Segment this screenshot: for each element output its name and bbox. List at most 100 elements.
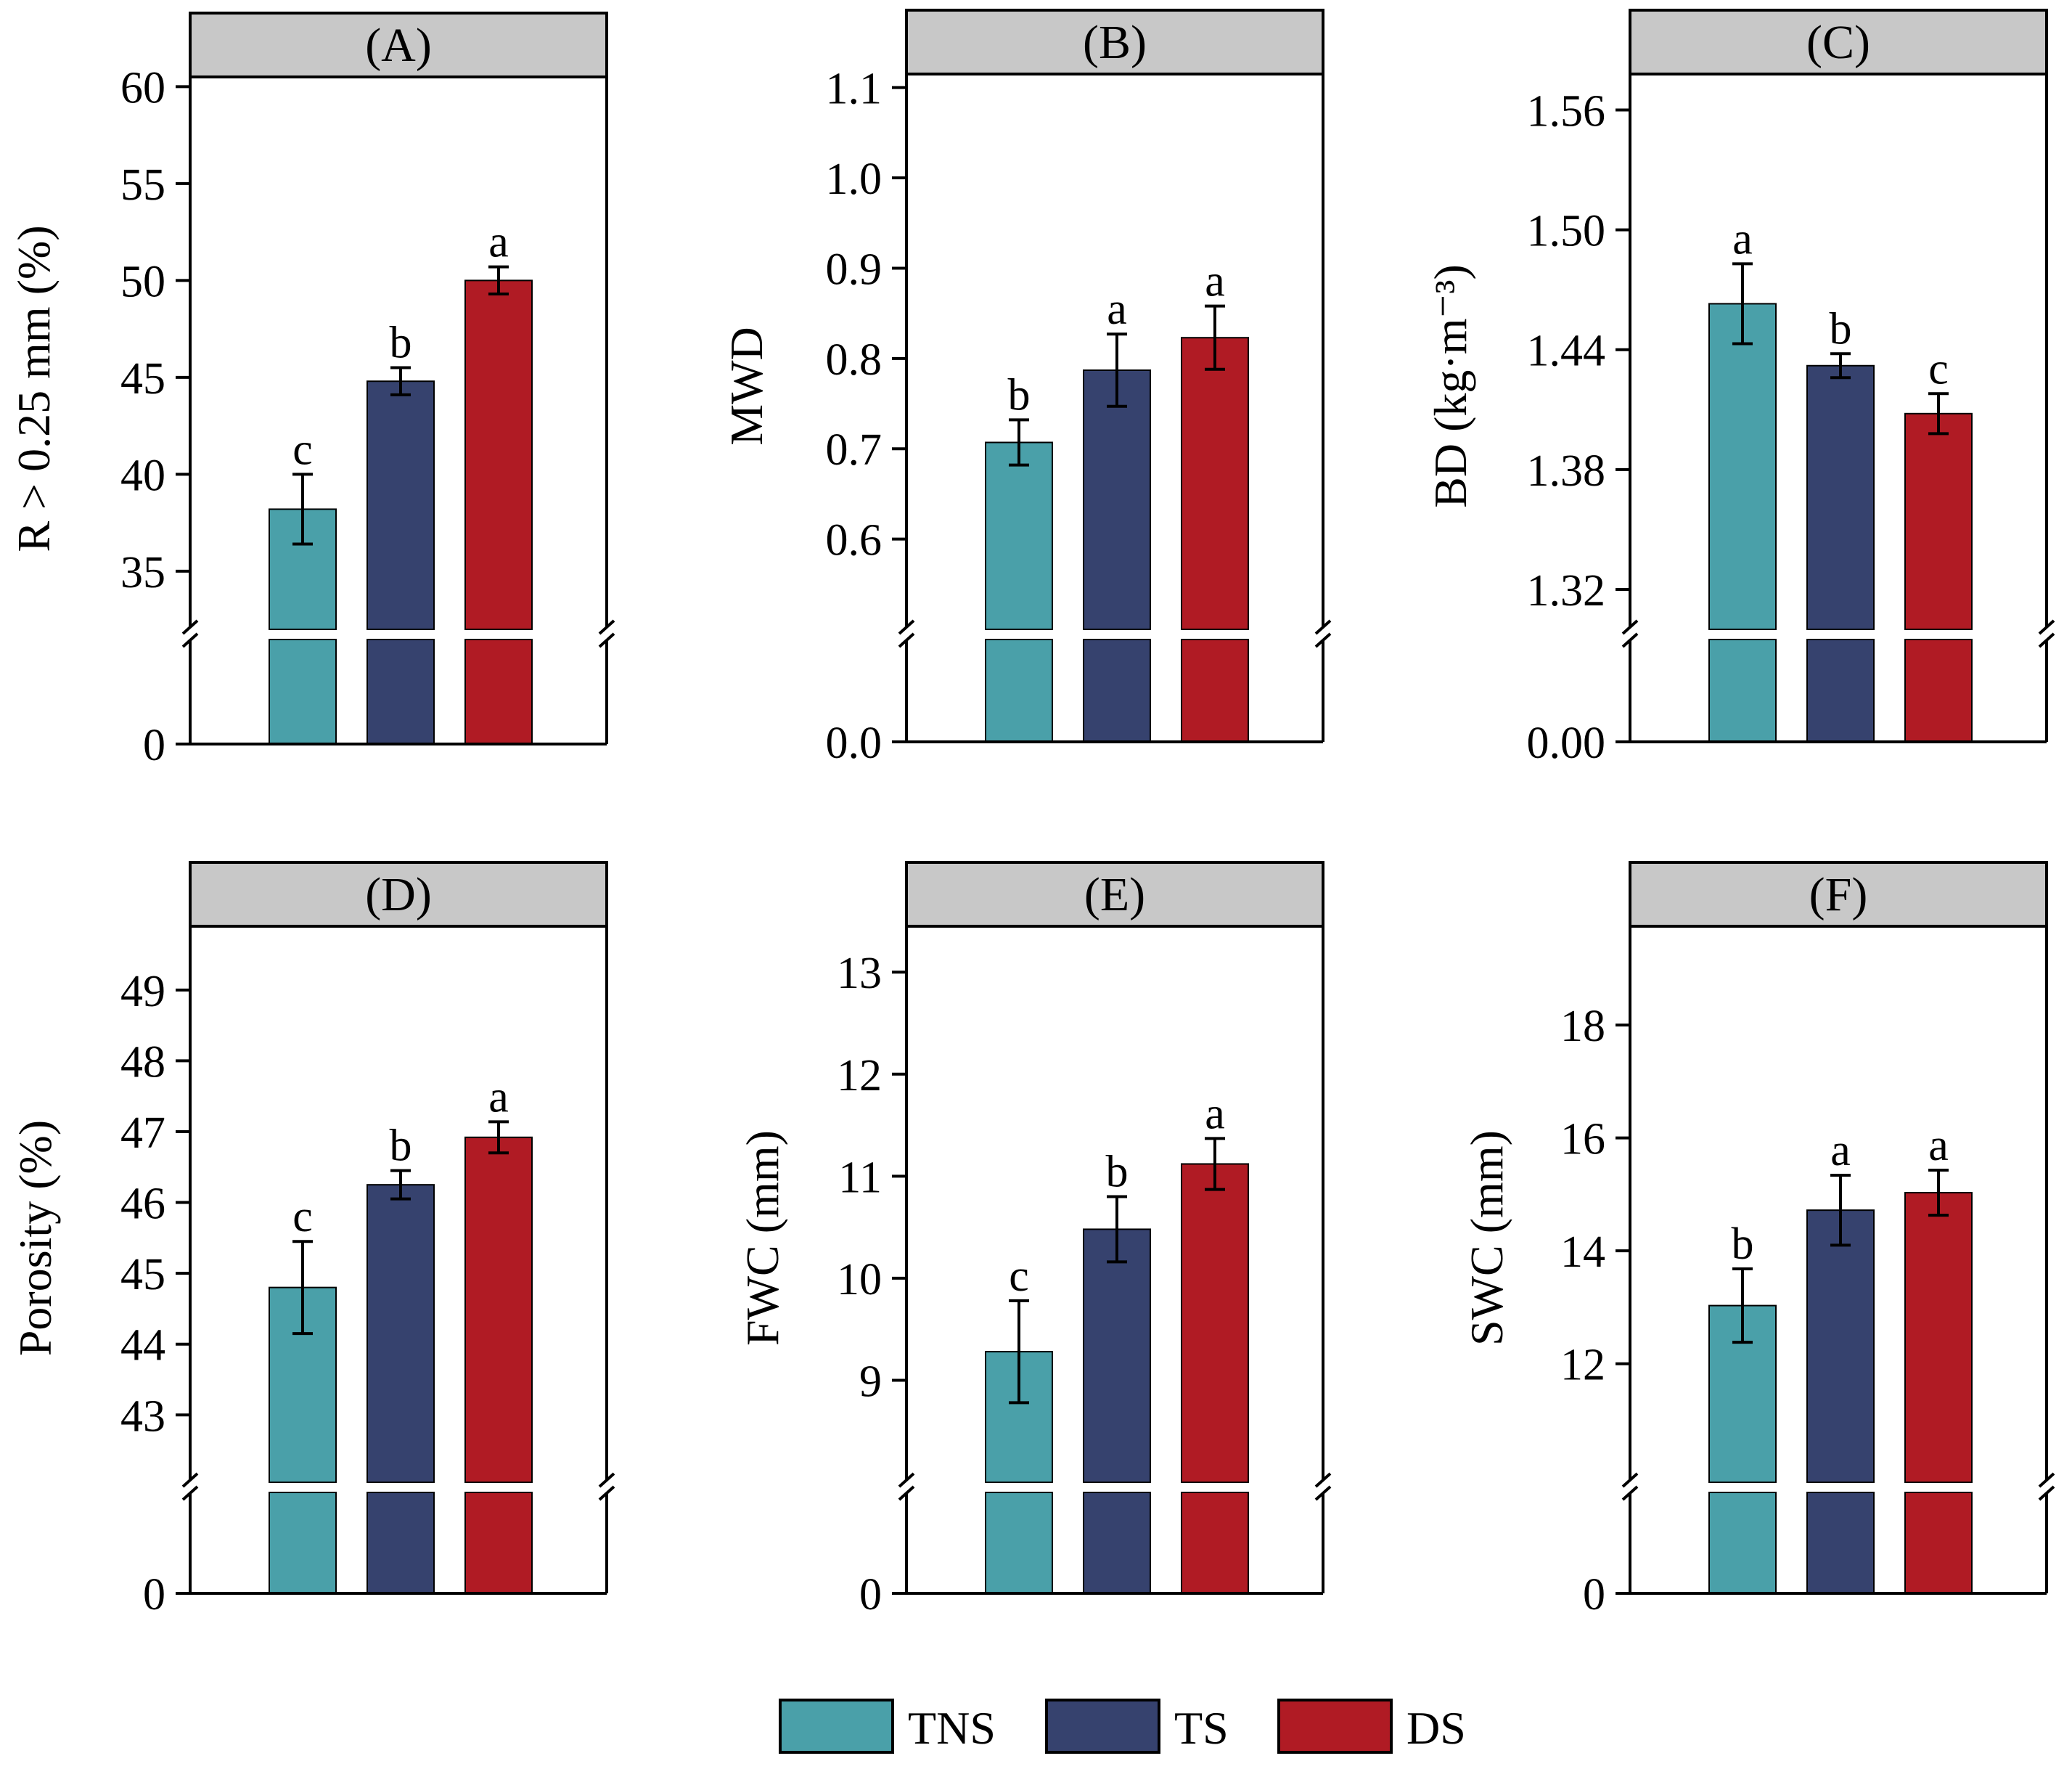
significance-letter: a xyxy=(488,218,509,267)
y-tick-label: 10 xyxy=(837,1255,882,1304)
y-tick-label: 9 xyxy=(859,1357,882,1406)
legend: TNS TS DS xyxy=(779,1699,1466,1754)
significance-letter: a xyxy=(1830,1126,1851,1175)
panel-strip xyxy=(905,861,1324,928)
error-bar-ts xyxy=(1107,332,1127,408)
bar-upper-ds xyxy=(1181,337,1249,630)
error-bar-tns xyxy=(292,1240,313,1336)
bar-break-gap xyxy=(1082,1483,1152,1492)
y-tick-label-zero: 0.0 xyxy=(826,719,883,768)
significance-letter: a xyxy=(1928,1121,1949,1170)
error-bar-tns xyxy=(1009,1299,1029,1405)
panel-strip xyxy=(1629,9,2048,75)
panel-f: b a a (F) 12 14 16 18 0 SWC (mm) xyxy=(1461,861,2055,1619)
axis-break-mark xyxy=(898,619,915,648)
y-tick-label: 1.44 xyxy=(1527,327,1606,376)
y-tick-label-zero: 0 xyxy=(859,1570,882,1619)
bar-upper-ts xyxy=(1083,369,1151,630)
significance-letter: a xyxy=(1205,1089,1225,1138)
y-tick-label: 0.6 xyxy=(826,516,883,565)
panel-b: b a a (B) 0.6 0.7 0.8 0.9 1.0 1.1 0.0 MWD xyxy=(721,9,1332,768)
y-tick-label: 0.7 xyxy=(826,425,883,475)
significance-letter: a xyxy=(1732,214,1753,263)
panels: c b a (A) 35 40 45 50 55 60 0 R > 0.25 mm (%) b a a (B)… xyxy=(8,9,2055,1619)
panel-d: c b a (D) 43 44 45 46 47 48 49 0 Porosity (%) xyxy=(9,861,615,1619)
bar-upper-ts xyxy=(367,1184,435,1484)
bar-lower-tns xyxy=(1708,639,1777,743)
significance-letter: a xyxy=(488,1072,509,1122)
panel-c: a b c (C) 1.32 1.38 1.44 1.50 1.56 0.00 BD (kg·m⁻³… xyxy=(1425,9,2055,768)
y-tick-label-zero: 0 xyxy=(143,721,165,770)
bar-lower-tns xyxy=(269,639,337,745)
bar-upper-tns xyxy=(985,441,1053,630)
bar-break-gap xyxy=(1082,630,1152,639)
bar-lower-ds xyxy=(1904,1492,1973,1594)
bar-lower-ds xyxy=(464,639,533,745)
significance-letter: c xyxy=(1928,344,1949,393)
legend-swatch xyxy=(1277,1699,1393,1754)
bar-break-gap xyxy=(366,630,435,639)
y-axis-title: R > 0.25 mm (%) xyxy=(8,225,60,552)
bar-break-gap xyxy=(268,1483,337,1492)
y-tick-label: 1.1 xyxy=(826,65,883,114)
bar-break-gap xyxy=(1180,630,1250,639)
axis-break-mark xyxy=(181,619,199,648)
y-tick-label: 44 xyxy=(120,1321,165,1370)
error-bar-ds xyxy=(1928,1168,1949,1217)
error-bar-ts xyxy=(1830,1173,1851,1247)
panel-strip xyxy=(1629,861,2048,928)
panel-label: (F) xyxy=(1809,868,1868,921)
y-axis-title: Porosity (%) xyxy=(9,1120,61,1356)
significance-letter: b xyxy=(1830,304,1852,354)
axis-break-mark xyxy=(2038,619,2055,648)
bar-upper-ds xyxy=(1181,1163,1249,1483)
significance-letter: a xyxy=(1205,257,1225,306)
y-axis-title: SWC (mm) xyxy=(1461,1130,1512,1346)
bar-break-gap xyxy=(366,1483,435,1492)
error-bar-tns xyxy=(1009,418,1029,467)
error-bar-ts xyxy=(1107,1195,1127,1264)
legend-label: TS xyxy=(1174,1702,1229,1754)
bar-break-gap xyxy=(984,1483,1054,1492)
legend-label: TNS xyxy=(908,1702,996,1754)
y-axis-title: FWC (mm) xyxy=(737,1130,788,1346)
significance-letter: c xyxy=(292,1192,313,1241)
y-axis-title: BD (kg·m⁻³) xyxy=(1425,264,1476,508)
bar-break-gap xyxy=(1904,1483,1973,1492)
error-bar-tns xyxy=(292,473,313,546)
legend-swatch xyxy=(779,1699,894,1754)
y-tick-label-zero: 0 xyxy=(143,1570,165,1619)
significance-letter: b xyxy=(390,1122,412,1171)
bar-upper-ds xyxy=(464,279,533,630)
error-bar-ds xyxy=(488,1120,509,1155)
bar-upper-ds xyxy=(1904,412,1973,630)
legend-swatch xyxy=(1045,1699,1160,1754)
significance-letter: b xyxy=(1106,1147,1129,1196)
panel-label: (C) xyxy=(1806,16,1870,69)
bar-break-gap xyxy=(1180,1483,1250,1492)
panel-strip xyxy=(189,861,608,928)
bar-break-gap xyxy=(984,630,1054,639)
bar-upper-ts xyxy=(1806,364,1875,630)
bar-lower-tns xyxy=(985,639,1053,743)
y-tick-label: 0.8 xyxy=(826,335,883,385)
bar-break-gap xyxy=(1806,1483,1875,1492)
bar-lower-tns xyxy=(1708,1492,1777,1594)
error-bar-ts xyxy=(390,366,411,396)
y-tick-label: 11 xyxy=(838,1153,882,1202)
error-bar-tns xyxy=(1732,262,1753,346)
y-tick-label: 48 xyxy=(120,1037,165,1087)
axis-break-mark xyxy=(598,619,615,648)
significance-letter: c xyxy=(292,425,313,474)
y-tick-label: 14 xyxy=(1560,1227,1605,1277)
y-tick-label: 45 xyxy=(120,1250,165,1299)
bar-lower-ts xyxy=(367,639,435,745)
bar-upper-ts xyxy=(1806,1209,1875,1484)
bar-lower-ds xyxy=(464,1492,533,1594)
bar-lower-ts xyxy=(1806,1492,1875,1594)
bar-upper-ds xyxy=(1904,1192,1973,1483)
bar-break-gap xyxy=(1708,630,1777,639)
significance-letter: b xyxy=(1732,1219,1754,1269)
bar-lower-tns xyxy=(269,1492,337,1594)
